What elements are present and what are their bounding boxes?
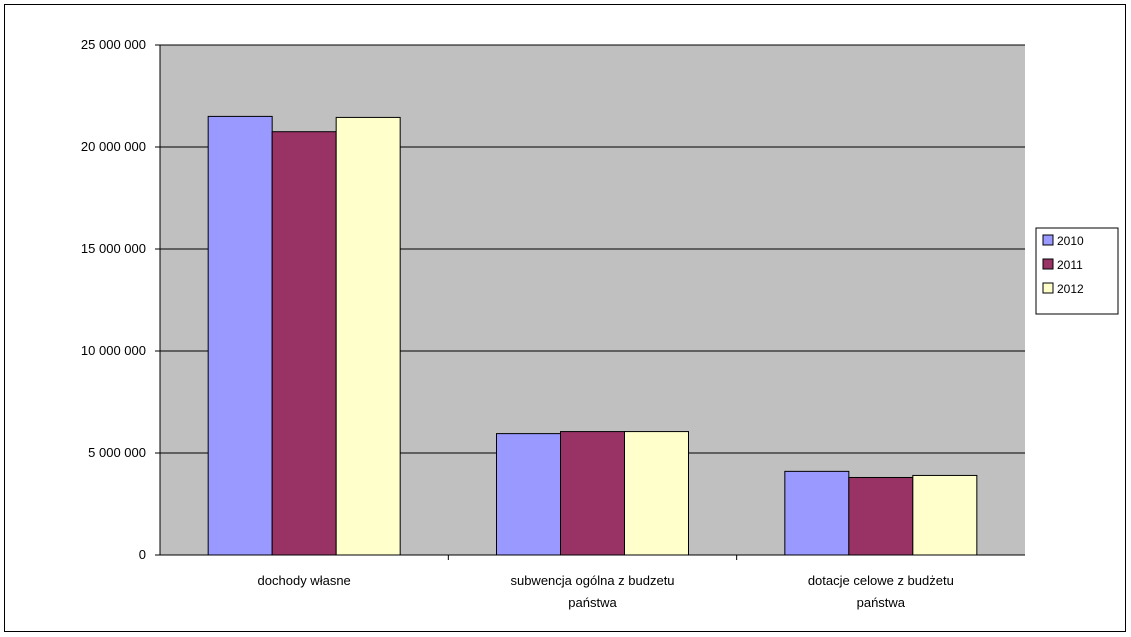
bar-2012-1 <box>624 431 689 556</box>
legend-label: 2011 <box>1057 258 1083 272</box>
y-tick-label: 15 000 000 <box>81 241 146 256</box>
legend: 2010 2011 2012 <box>1035 227 1119 315</box>
bar-2011-2 <box>848 476 914 556</box>
y-tick-label: 5 000 000 <box>88 445 146 460</box>
legend-label: 2010 <box>1057 234 1084 248</box>
bar-2012-0 <box>335 116 401 556</box>
category-label: subwencja ogólna z budzetu <box>510 573 674 588</box>
bar-2011-1 <box>560 431 625 556</box>
bars <box>207 115 978 560</box>
y-tick-label: 20 000 000 <box>81 139 146 154</box>
legend-swatch-2011 <box>1042 258 1054 270</box>
category-label: dochody własne <box>258 573 351 588</box>
legend-swatch-2010 <box>1042 234 1054 246</box>
legend-label: 2012 <box>1057 282 1084 296</box>
y-tick-label: 10 000 000 <box>81 343 146 358</box>
category-labels: dochody własne subwencja ogólna z budzetu… <box>258 573 954 610</box>
bar-2010-2 <box>784 470 850 556</box>
axes <box>159 45 1025 556</box>
category-label: państwa <box>857 595 906 610</box>
category-label: państwa <box>568 595 617 610</box>
category-label: dotacje celowe z budżetu <box>808 573 954 588</box>
y-tick-labels: 0 5 000 000 10 000 000 15 000 000 20 000 000… <box>81 37 146 562</box>
legend-swatch-2012 <box>1042 282 1054 294</box>
bar-2010-0 <box>207 115 273 556</box>
y-tick-label: 25 000 000 <box>81 37 146 52</box>
bar-2011-0 <box>271 131 337 556</box>
bar-2010-1 <box>496 433 561 556</box>
bar-2012-2 <box>912 474 978 556</box>
y-tick-label: 0 <box>139 547 146 562</box>
